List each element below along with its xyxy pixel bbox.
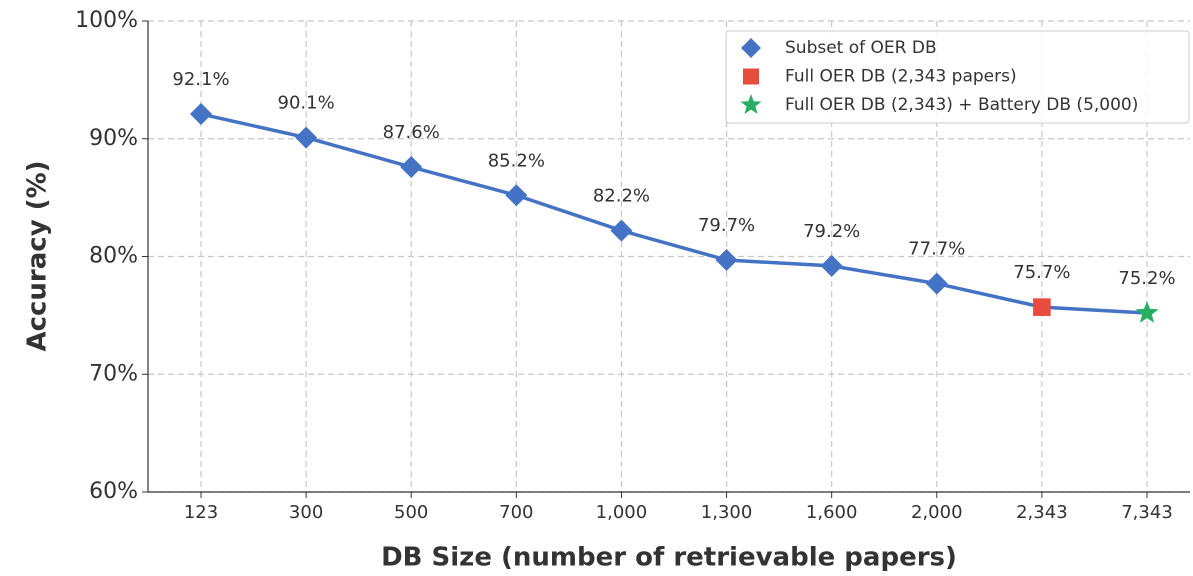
marker — [1033, 298, 1051, 316]
marker — [741, 38, 761, 58]
y-axis-label: Accuracy (%) — [23, 160, 53, 351]
value-label: 87.6% — [383, 122, 440, 143]
y-tick-label: 100% — [75, 8, 138, 33]
marker — [505, 184, 528, 207]
value-label: 77.7% — [908, 239, 965, 260]
value-label: 82.2% — [593, 186, 650, 207]
x-tick-label: 7,343 — [1121, 502, 1173, 523]
legend-label: Full OER DB (2,343) + Battery DB (5,000) — [785, 95, 1138, 115]
x-tick-label: 2,343 — [1016, 502, 1068, 523]
marker — [820, 254, 843, 277]
value-label: 85.2% — [488, 150, 545, 171]
x-tick-label: 700 — [499, 502, 533, 523]
legend-box — [725, 30, 1190, 124]
legend-label: Subset of OER DB — [785, 38, 937, 58]
value-label: 90.1% — [278, 93, 335, 114]
marker — [400, 156, 423, 179]
value-label: 92.1% — [172, 69, 229, 90]
y-tick-label: 70% — [89, 361, 138, 386]
marker — [1135, 300, 1159, 323]
x-tick-label: 300 — [289, 502, 323, 523]
marker — [715, 249, 738, 272]
x-tick-label: 2,000 — [911, 502, 963, 523]
marker — [190, 103, 212, 126]
x-tick-label: 500 — [394, 502, 428, 523]
marker — [743, 68, 759, 85]
marker — [610, 219, 633, 242]
y-tick-label: 90% — [89, 126, 138, 151]
x-tick-label: 1,300 — [701, 502, 753, 523]
x-tick-label: 123 — [184, 502, 218, 523]
value-label: 79.7% — [698, 215, 755, 236]
y-tick-label: 60% — [89, 479, 138, 504]
x-tick-label: 1,000 — [596, 502, 648, 523]
y-tick-label: 80% — [89, 244, 138, 269]
x-axis-label: DB Size (number of retrievable papers) — [381, 543, 957, 573]
legend-label: Full OER DB (2,343 papers) — [785, 67, 1017, 87]
line — [200, 112, 1148, 315]
value-label: 79.2% — [803, 221, 860, 242]
x-tick-label: 1,600 — [806, 502, 858, 523]
marker — [925, 272, 948, 295]
marker — [295, 126, 318, 149]
value-label: 75.7% — [1013, 262, 1070, 283]
marker — [740, 94, 762, 114]
value-label: 75.2% — [1118, 268, 1175, 289]
